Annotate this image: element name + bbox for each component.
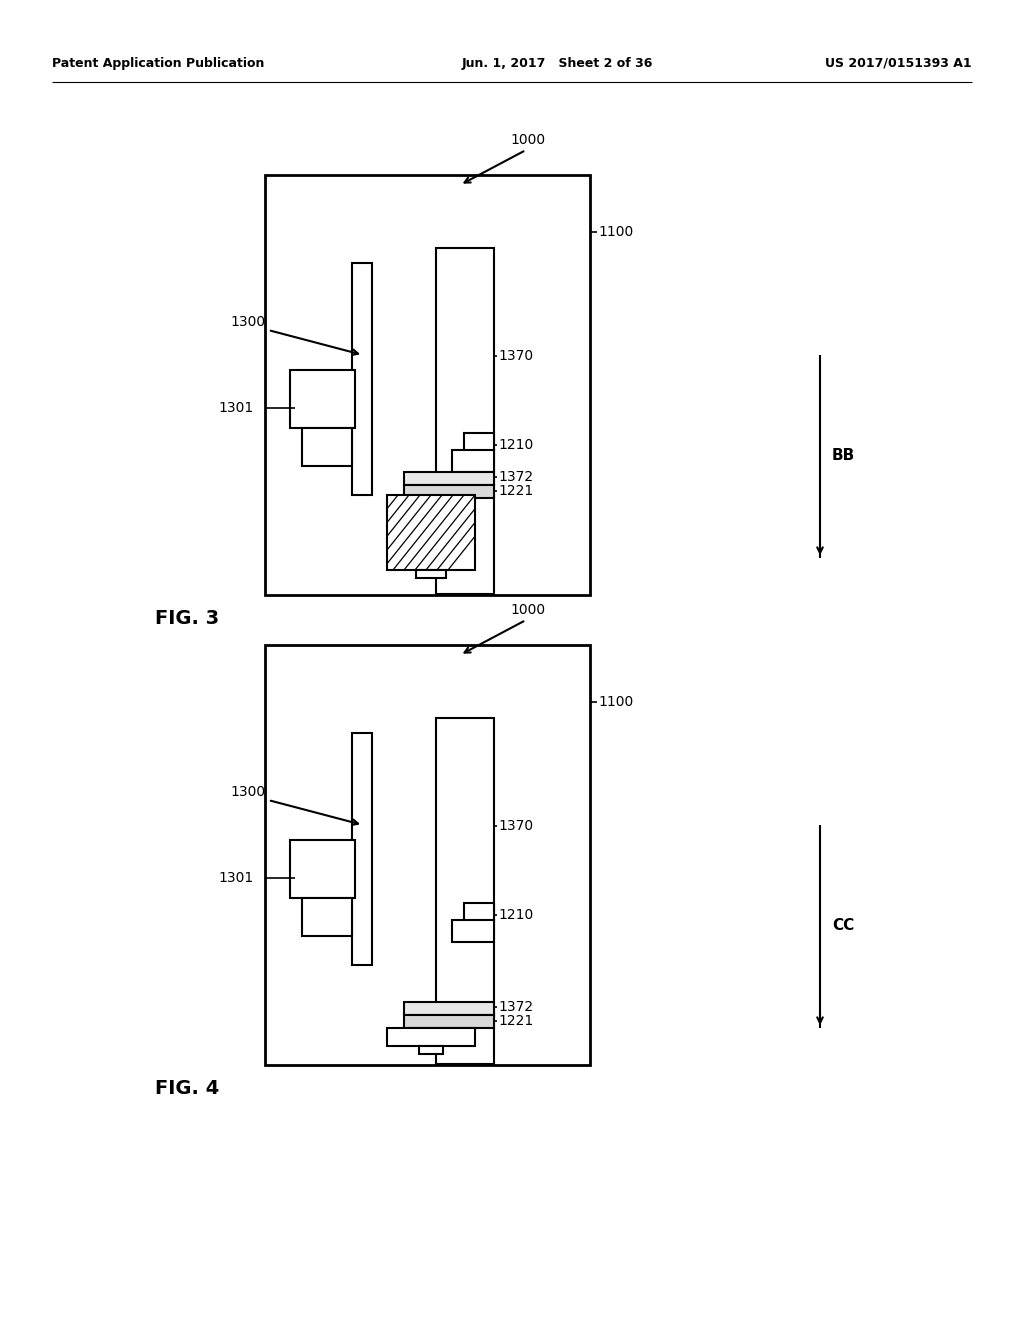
Text: 1370: 1370 — [498, 818, 534, 833]
Text: CC: CC — [831, 917, 854, 932]
Bar — [404, 1002, 494, 1015]
Text: 1301: 1301 — [218, 401, 253, 414]
Bar — [436, 718, 494, 1064]
Bar — [302, 898, 352, 936]
Text: 1000: 1000 — [510, 133, 545, 147]
Bar — [290, 370, 355, 428]
Bar — [352, 733, 372, 965]
Bar — [419, 1045, 443, 1053]
Text: 1221: 1221 — [498, 484, 534, 498]
Text: 1372: 1372 — [498, 470, 534, 484]
Text: 1100: 1100 — [598, 224, 633, 239]
Text: 1210: 1210 — [498, 438, 534, 451]
Bar — [464, 903, 494, 921]
Text: FIG. 4: FIG. 4 — [155, 1078, 219, 1097]
Bar — [302, 428, 352, 466]
Bar — [404, 1015, 494, 1028]
Text: 1372: 1372 — [498, 1001, 534, 1014]
Bar — [387, 1028, 475, 1045]
Text: 1301: 1301 — [218, 871, 253, 884]
Bar — [387, 495, 475, 570]
Text: 1300: 1300 — [230, 315, 265, 329]
Bar — [265, 645, 590, 1065]
Text: US 2017/0151393 A1: US 2017/0151393 A1 — [825, 57, 972, 70]
Bar — [265, 176, 590, 595]
Text: 1300: 1300 — [230, 785, 265, 799]
Bar — [416, 570, 446, 578]
Bar — [404, 473, 494, 484]
Text: 1370: 1370 — [498, 348, 534, 363]
Bar — [290, 840, 355, 898]
Text: Patent Application Publication: Patent Application Publication — [52, 57, 264, 70]
Text: Jun. 1, 2017   Sheet 2 of 36: Jun. 1, 2017 Sheet 2 of 36 — [462, 57, 653, 70]
Text: 1000: 1000 — [510, 603, 545, 616]
Bar — [352, 263, 372, 495]
Bar — [452, 920, 494, 942]
Text: BB: BB — [831, 447, 855, 462]
Text: 1210: 1210 — [498, 908, 534, 921]
Bar — [464, 433, 494, 451]
Bar — [404, 484, 494, 498]
Text: 1100: 1100 — [598, 696, 633, 709]
Bar — [452, 450, 494, 473]
Bar — [436, 248, 494, 594]
Text: FIG. 3: FIG. 3 — [155, 609, 219, 627]
Text: 1221: 1221 — [498, 1014, 534, 1028]
